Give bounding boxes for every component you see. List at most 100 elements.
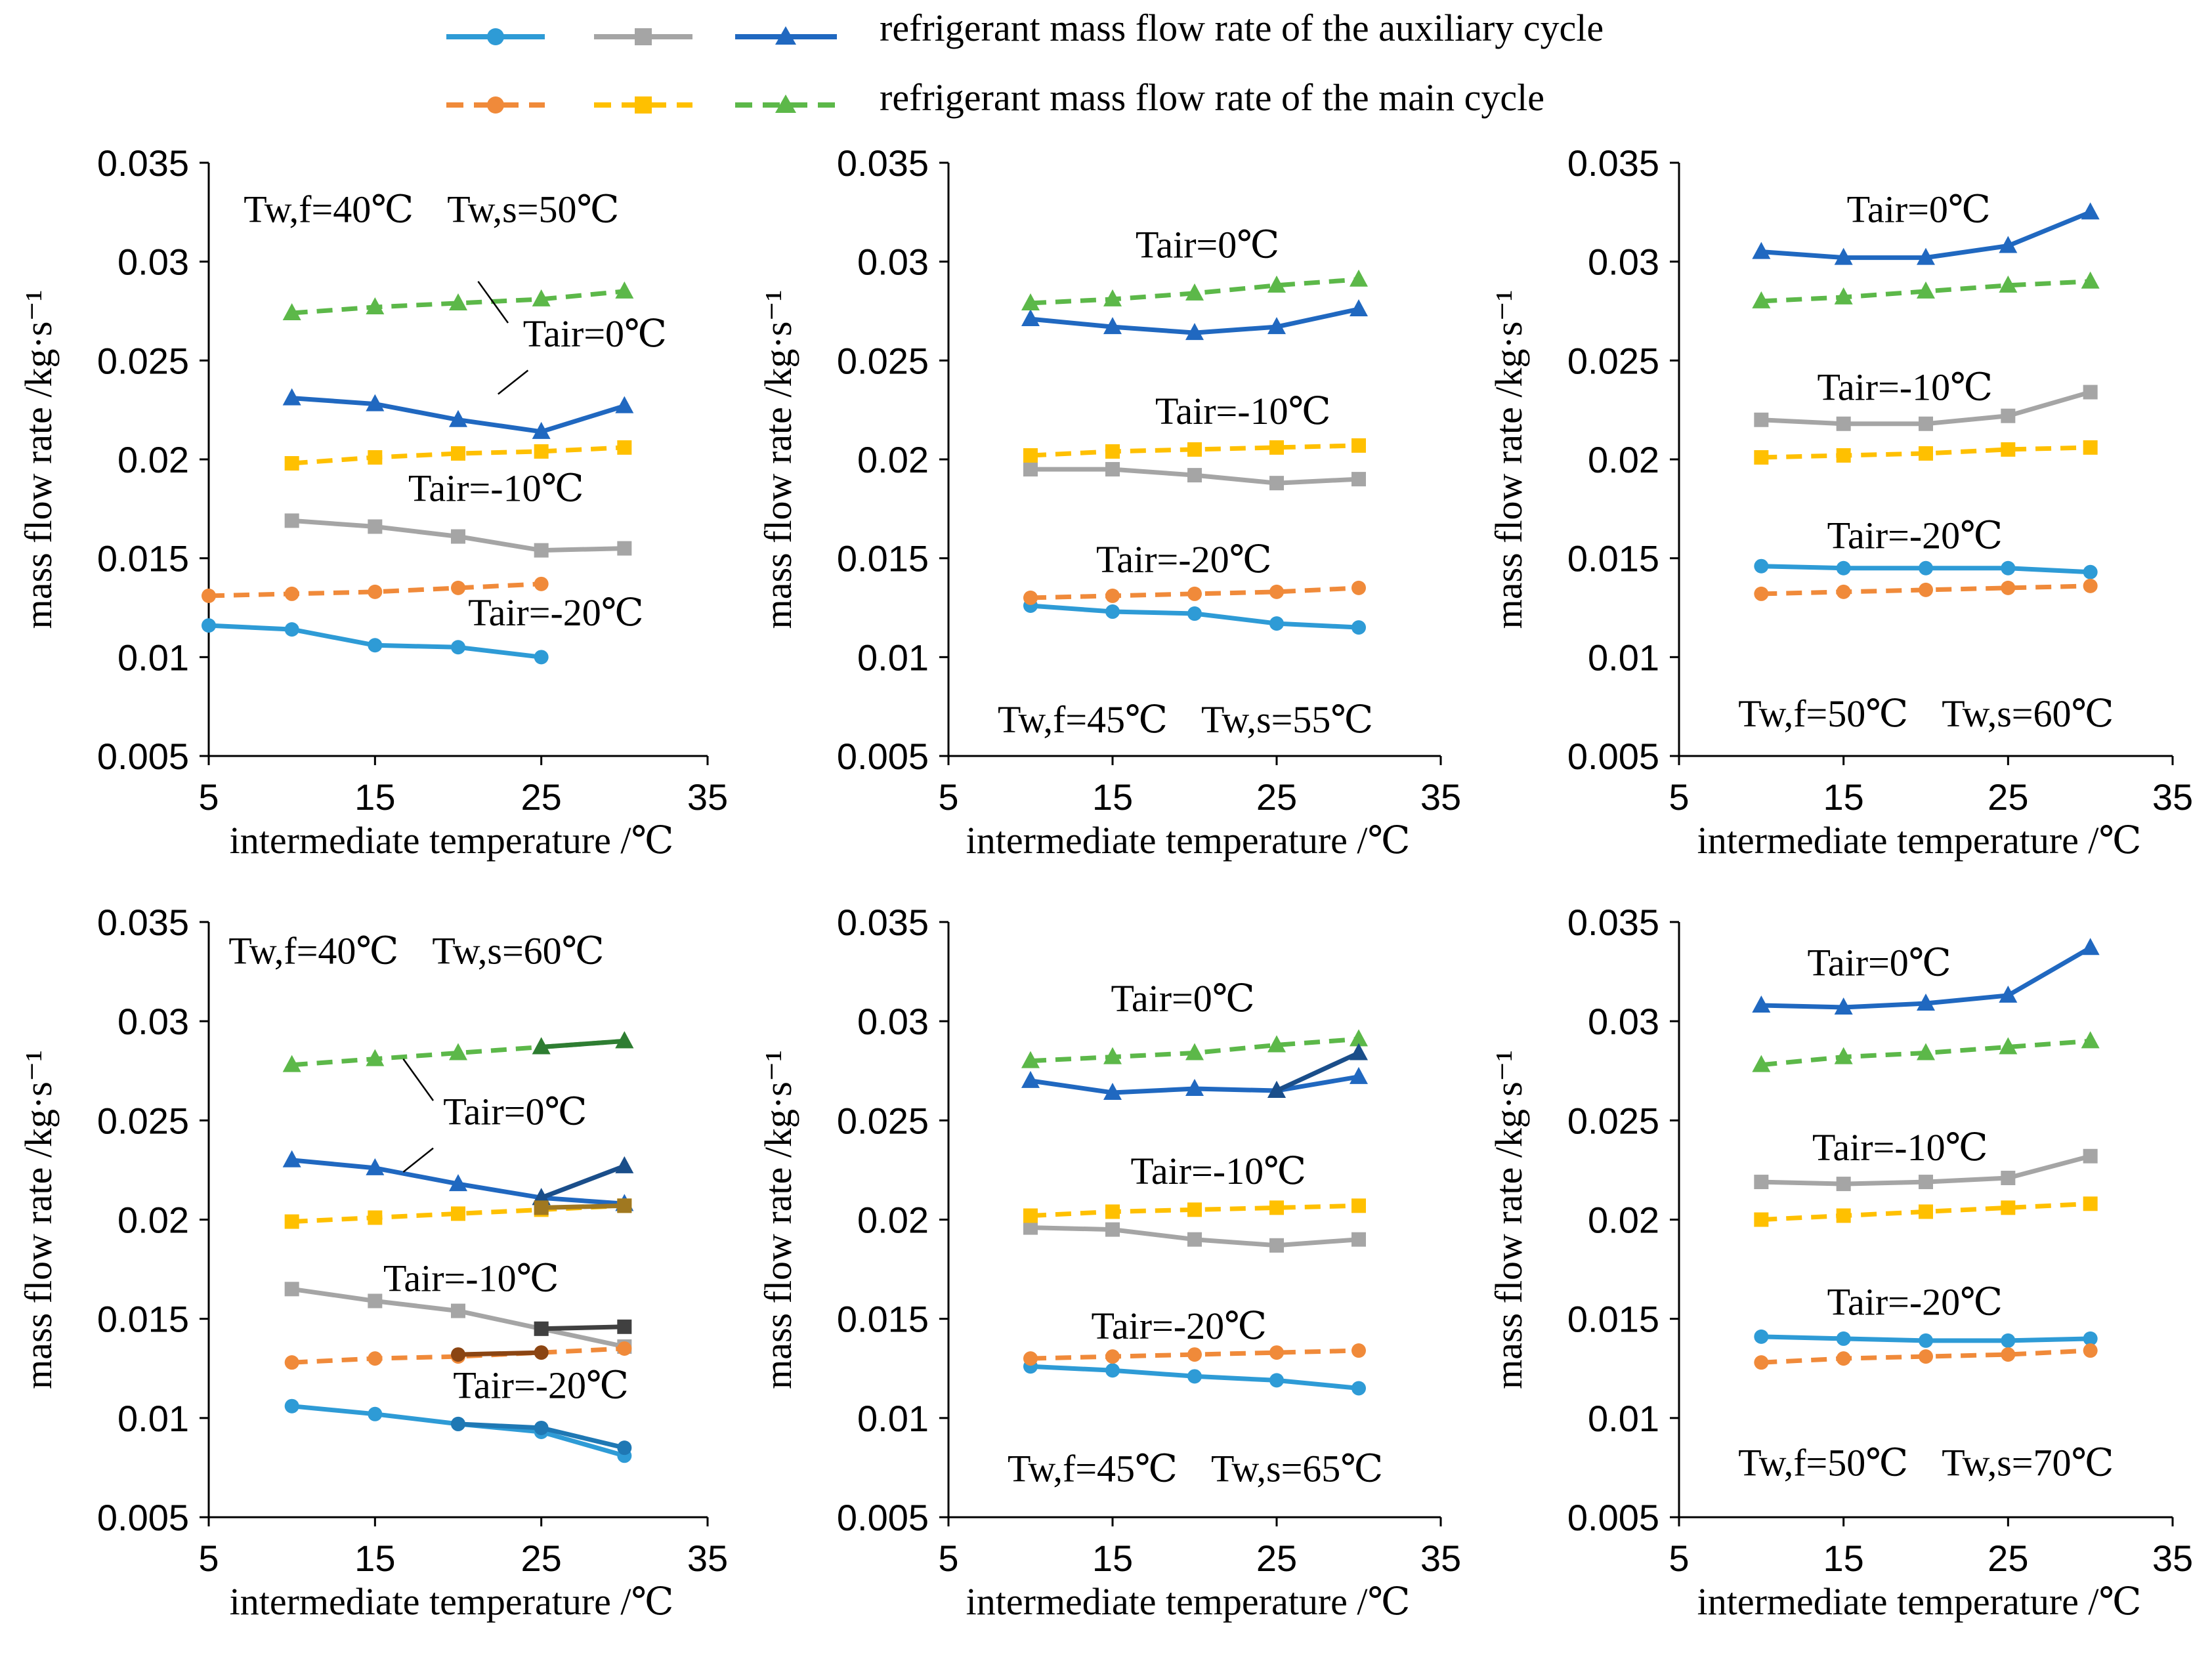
data-point xyxy=(1754,412,1769,427)
data-point xyxy=(366,1158,385,1175)
y-tick-label: 0.02 xyxy=(857,439,929,480)
x-axis-title: intermediate temperature /℃ xyxy=(966,1580,1411,1623)
data-point xyxy=(1834,247,1853,265)
data-point xyxy=(2083,564,2098,579)
y-axis-title: mass flow rate /kg·s⁻¹ xyxy=(757,1050,799,1389)
data-point xyxy=(282,1055,301,1072)
x-tick-label: 35 xyxy=(2152,1538,2193,1579)
x-tick-label: 5 xyxy=(938,776,958,818)
data-point xyxy=(1187,468,1202,483)
data-point xyxy=(1917,247,1935,265)
data-point xyxy=(2081,1031,2100,1049)
y-tick-label: 0.025 xyxy=(1567,1100,1659,1141)
data-point xyxy=(2083,1343,2098,1358)
x-axis-title: intermediate temperature /℃ xyxy=(966,819,1411,862)
data-point xyxy=(1754,450,1769,465)
data-point xyxy=(2081,271,2100,289)
data-point xyxy=(2001,408,2016,423)
condition-label-twf: Tw,f=50℃ xyxy=(1738,692,1908,735)
data-point xyxy=(532,1037,551,1055)
data-point xyxy=(1752,995,1771,1013)
data-point xyxy=(449,1174,467,1192)
y-tick-label: 0.015 xyxy=(837,1299,929,1340)
data-point xyxy=(534,1200,549,1215)
data-point xyxy=(1187,1202,1202,1217)
annotation-tair-t0: Tair=0℃ xyxy=(1136,224,1279,266)
y-tick-label: 0.03 xyxy=(857,241,929,283)
legend-marker-aux-1 xyxy=(487,28,504,45)
data-point xyxy=(1267,317,1286,335)
y-tick-label: 0.025 xyxy=(837,1100,929,1141)
chart-panel-1: 0.005 0.01 0.015 0.02 0.025 0.03 0.035 5 15 25 35 i… xyxy=(17,142,728,862)
annotation-tair-t0: Tair=0℃ xyxy=(443,1090,587,1133)
data-point xyxy=(1919,1333,1933,1348)
data-point xyxy=(1919,1175,1933,1190)
y-tick-label: 0.035 xyxy=(1567,142,1659,184)
data-point xyxy=(1105,1363,1120,1378)
data-point xyxy=(368,450,383,465)
data-point xyxy=(617,1198,632,1213)
x-tick-label: 25 xyxy=(1256,776,1297,818)
y-tick-label: 0.03 xyxy=(117,1001,189,1042)
x-tick-label: 35 xyxy=(687,776,728,818)
data-point xyxy=(1836,560,1851,576)
y-tick-label: 0.02 xyxy=(117,1200,189,1241)
y-tick-label: 0.01 xyxy=(117,637,189,678)
data-point xyxy=(1350,1066,1368,1084)
data-point xyxy=(1023,1208,1038,1223)
data-point xyxy=(1185,1043,1204,1060)
annotation-leader-line xyxy=(402,1058,435,1101)
legend-label-main: refrigerant mass flow rate of the main c… xyxy=(880,76,1544,119)
annotation-tair-t10: Tair=-10℃ xyxy=(1131,1150,1306,1192)
data-point xyxy=(2081,938,2100,955)
data-point xyxy=(1754,1212,1769,1227)
series-line xyxy=(208,581,542,598)
data-point xyxy=(1999,1037,2018,1055)
data-point xyxy=(1267,1035,1286,1053)
x-tick-label: 25 xyxy=(1988,776,2028,818)
annotation-tair-t10: Tair=-10℃ xyxy=(1812,1126,1988,1169)
data-point xyxy=(366,1049,385,1066)
data-point xyxy=(368,638,383,653)
condition-label-tws: Tw,s=55℃ xyxy=(1201,698,1373,741)
y-tick-label: 0.03 xyxy=(117,241,189,283)
data-point xyxy=(2001,1347,2016,1362)
data-point xyxy=(368,1406,383,1421)
chart-panel-3: 0.005 0.01 0.015 0.02 0.025 0.03 0.035 5 15 25 35i… xyxy=(1487,142,2193,862)
annotation-tair-t20: Tair=-20℃ xyxy=(1096,538,1271,581)
y-tick-label: 0.035 xyxy=(97,142,189,184)
data-point xyxy=(1103,1083,1122,1101)
series-line xyxy=(1275,1051,1360,1093)
data-point xyxy=(1267,275,1286,293)
y-tick-label: 0.01 xyxy=(1588,1398,1659,1439)
data-point xyxy=(617,440,632,455)
y-tick-label: 0.005 xyxy=(837,1497,929,1538)
x-tick-label: 25 xyxy=(1256,1538,1297,1579)
data-point xyxy=(532,289,551,306)
data-point xyxy=(534,1345,549,1360)
data-point xyxy=(449,293,467,310)
data-point xyxy=(1267,1080,1286,1098)
data-point xyxy=(1269,1200,1284,1215)
series-line xyxy=(541,1203,625,1210)
data-point xyxy=(282,1150,301,1167)
data-point xyxy=(532,421,551,439)
data-point xyxy=(1105,604,1120,619)
data-point xyxy=(1919,446,1933,461)
x-tick-label: 35 xyxy=(1420,776,1461,818)
condition-label-tws: Tw,s=65℃ xyxy=(1211,1448,1383,1490)
x-tick-label: 35 xyxy=(1420,1538,1461,1579)
y-tick-label: 0.03 xyxy=(1588,241,1659,283)
condition-label-twf: Tw,f=50℃ xyxy=(1738,1442,1908,1484)
data-point xyxy=(2083,440,2098,455)
data-point xyxy=(284,456,299,471)
data-point xyxy=(451,446,465,461)
x-tick-label: 5 xyxy=(198,1538,219,1579)
data-point xyxy=(1836,1208,1851,1223)
condition-label-twf: Tw,f=40℃ xyxy=(228,929,398,972)
data-point xyxy=(1919,1204,1933,1219)
data-point xyxy=(1187,1347,1202,1362)
legend-row-main: refrigerant mass flow rate of the main c… xyxy=(446,76,1544,119)
y-axis-title: mass flow rate /kg·s⁻¹ xyxy=(17,290,60,629)
data-point xyxy=(1919,1349,1933,1364)
